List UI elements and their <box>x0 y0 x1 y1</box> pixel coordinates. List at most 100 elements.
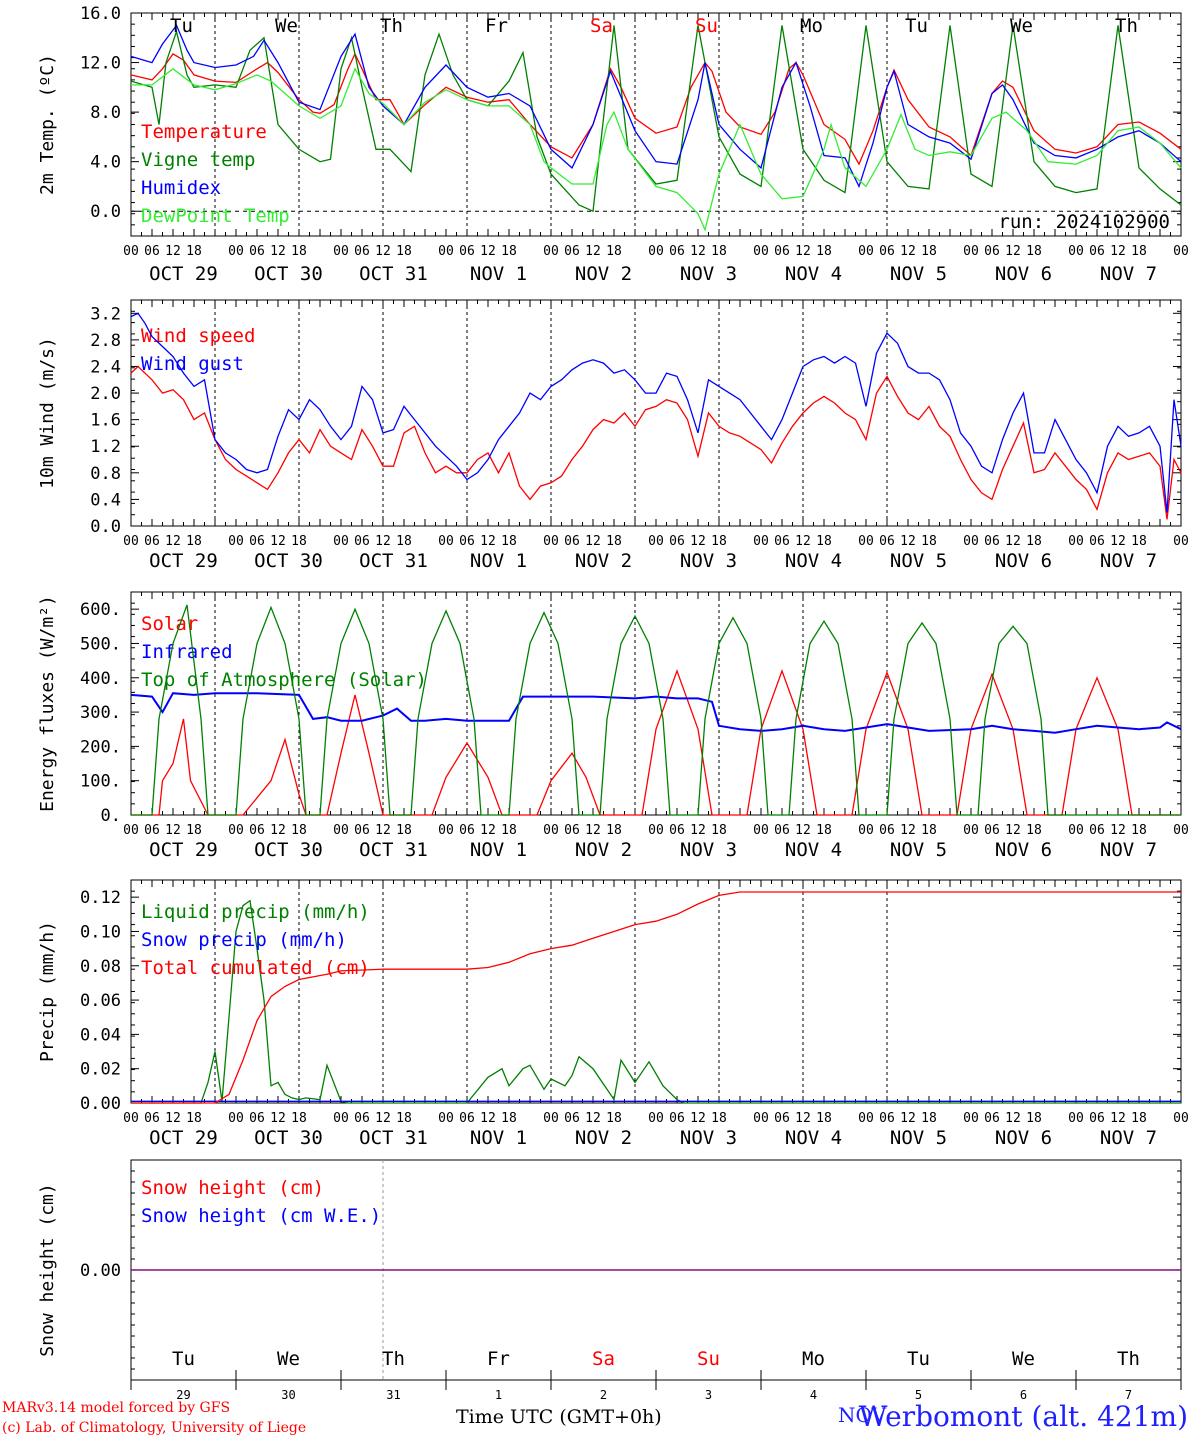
hour-label: 18 <box>921 823 937 838</box>
hour-label: 12 <box>375 244 391 259</box>
hour-label: 06 <box>564 244 580 259</box>
weekday-label-bottom: Sa <box>592 1348 615 1370</box>
hour-label: 18 <box>186 823 202 838</box>
hour-label: 06 <box>984 1111 1000 1126</box>
hour-label: 18 <box>1131 534 1147 549</box>
hour-label: 00 <box>333 534 349 549</box>
hour-label: 06 <box>459 244 475 259</box>
y-tick-label: 2.0 <box>90 384 121 404</box>
hour-label: 18 <box>291 244 307 259</box>
date-label: OCT 31 <box>359 550 428 572</box>
y-tick-label: 1.6 <box>90 411 121 431</box>
hour-label: 18 <box>606 244 622 259</box>
y-tick-label: 0.10 <box>80 922 121 942</box>
hour-label: 00 <box>438 244 454 259</box>
hour-label: 12 <box>585 823 601 838</box>
hour-label: 18 <box>1131 244 1147 259</box>
hour-label: 06 <box>984 823 1000 838</box>
date-label: OCT 30 <box>254 263 323 285</box>
hour-label: 12 <box>690 534 706 549</box>
hour-label: 06 <box>354 534 370 549</box>
date-label: OCT 30 <box>254 550 323 572</box>
series-line-0 <box>131 668 1181 816</box>
y-tick-label: 8.0 <box>90 103 121 123</box>
date-label: NOV 3 <box>680 550 737 572</box>
hour-label: 18 <box>1026 244 1042 259</box>
hour-label: 12 <box>480 823 496 838</box>
hour-label: 00 <box>1173 823 1189 838</box>
weekday-label: Th <box>1115 15 1138 37</box>
hour-label: 00 <box>753 534 769 549</box>
legend-entry: Snow precip (mm/h) <box>141 929 347 951</box>
weekday-label-bottom: Tu <box>172 1348 195 1370</box>
panel-frame <box>130 591 1182 816</box>
hour-label: 18 <box>501 244 517 259</box>
hour-label: 06 <box>669 823 685 838</box>
hour-label: 18 <box>396 244 412 259</box>
hour-label: 12 <box>585 534 601 549</box>
hour-label: 06 <box>879 534 895 549</box>
panel-2: 3.2 2.8 2.4 2.0 1.6 1.2 0.8 0.4 0.0 10m Wind (m/s… <box>37 299 1189 572</box>
hour-label: 12 <box>270 534 286 549</box>
weekday-label: We <box>275 15 298 37</box>
hour-label: 00 <box>858 244 874 259</box>
date-label: NOV 3 <box>680 839 737 861</box>
series-line-2 <box>131 891 1181 1104</box>
hour-label: 00 <box>543 823 559 838</box>
date-label: NOV 1 <box>470 839 527 861</box>
y-tick-label: 0.00 <box>80 1094 121 1114</box>
date-label: NOV 3 <box>680 263 737 285</box>
hour-label: 00 <box>1068 534 1084 549</box>
hour-label: 18 <box>921 244 937 259</box>
hour-label: 06 <box>249 244 265 259</box>
hour-label: 06 <box>459 823 475 838</box>
hour-label: 12 <box>585 244 601 259</box>
date-label: OCT 29 <box>149 839 218 861</box>
hour-label: 12 <box>1005 823 1021 838</box>
hour-label: 18 <box>816 534 832 549</box>
date-label: NOV 2 <box>575 263 632 285</box>
day-number: 30 <box>281 1388 295 1402</box>
y-axis-label: Energy fluxes (W/m²) <box>37 595 58 812</box>
hour-label: 18 <box>711 1111 727 1126</box>
y-tick-label: 0. <box>101 806 121 826</box>
y-tick-label: 0.08 <box>80 957 121 977</box>
hour-label: 06 <box>669 534 685 549</box>
hour-label: 06 <box>459 534 475 549</box>
hour-label: 18 <box>711 244 727 259</box>
date-label: NOV 6 <box>995 839 1052 861</box>
hour-label: 18 <box>186 534 202 549</box>
y-tick-label: 1.2 <box>90 437 121 457</box>
date-label: OCT 29 <box>149 263 218 285</box>
weekday-label-bottom: Fr <box>487 1348 510 1370</box>
hour-label: 06 <box>669 1111 685 1126</box>
hour-label: 00 <box>123 534 139 549</box>
panel-frame <box>130 299 1182 527</box>
hour-label: 00 <box>963 1111 979 1126</box>
weekday-label: Tu <box>905 15 928 37</box>
hour-label: 12 <box>480 1111 496 1126</box>
y-tick-label: 0.0 <box>90 202 121 222</box>
hour-label: 12 <box>900 534 916 549</box>
date-label: NOV 6 <box>995 1127 1052 1149</box>
hour-label: 06 <box>879 1111 895 1126</box>
legend-entry: Wind speed <box>141 325 255 347</box>
y-tick-label: 400. <box>80 669 121 689</box>
hour-label: 18 <box>606 1111 622 1126</box>
run-label: run: 2024102900 <box>998 211 1170 233</box>
hour-label: 06 <box>774 823 790 838</box>
hour-label: 12 <box>165 244 181 259</box>
day-number: 2 <box>600 1388 607 1402</box>
date-label: NOV 5 <box>890 839 947 861</box>
hour-label: 00 <box>753 244 769 259</box>
hour-label: 12 <box>375 1111 391 1126</box>
model-credit: MARv3.14 model forced by GFS <box>2 1400 231 1416</box>
weekday-label-bottom: Th <box>1117 1348 1140 1370</box>
hour-label: 18 <box>1026 534 1042 549</box>
hour-label: 00 <box>648 534 664 549</box>
y-axis-label: 10m Wind (m/s) <box>37 337 58 489</box>
hour-label: 06 <box>1089 823 1105 838</box>
y-axis-label: 2m Temp. (ºC) <box>37 54 58 195</box>
hour-label: 00 <box>858 1111 874 1126</box>
legend-entry: Snow height (cm W.E.) <box>141 1205 381 1227</box>
